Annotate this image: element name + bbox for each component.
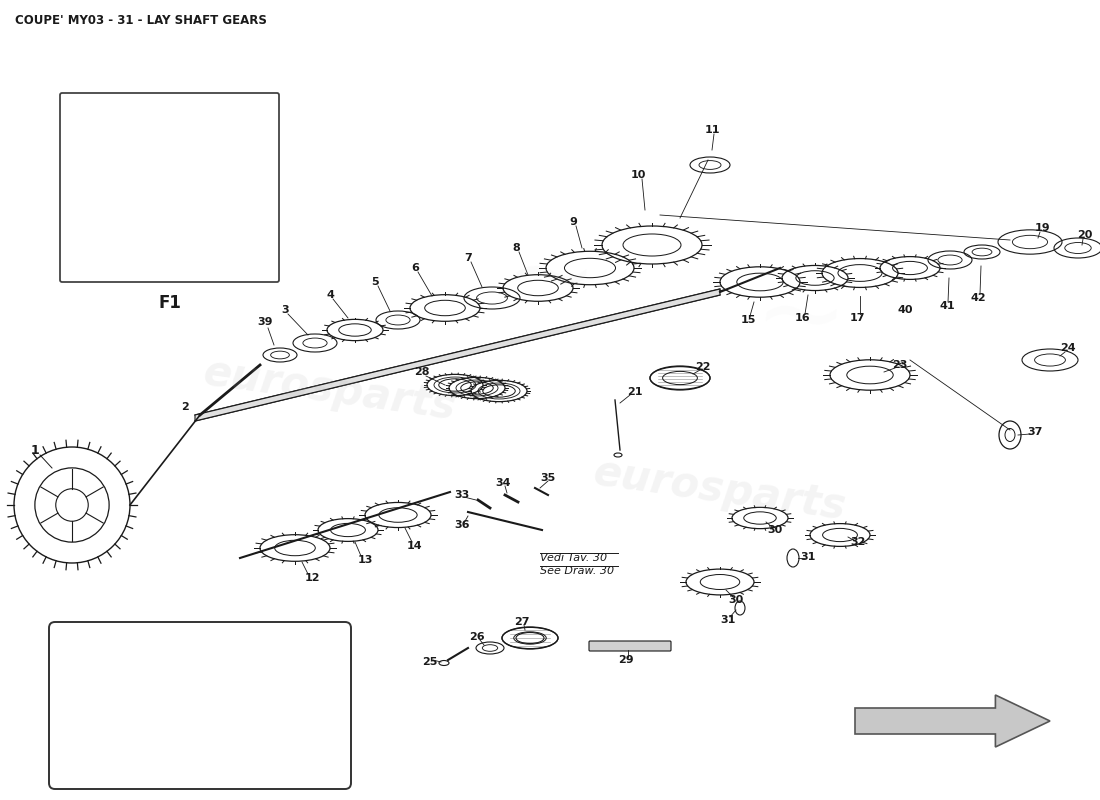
Text: 2: 2 [182,402,189,412]
Text: 24: 24 [1060,343,1076,353]
Text: 14: 14 [407,541,422,551]
Text: 17: 17 [849,313,865,323]
Text: eurosparts: eurosparts [201,351,459,429]
Polygon shape [855,695,1050,747]
Text: 7: 7 [464,253,472,263]
FancyBboxPatch shape [60,93,279,282]
Text: 29: 29 [618,655,634,665]
Text: N.B.: i particolari pos. 36 e 37
sono compresi rispettivamente
nelle pos. 28 e 2: N.B.: i particolari pos. 36 e 37 sono co… [104,646,295,686]
Text: 36: 36 [454,520,470,530]
Text: 23: 23 [892,360,907,370]
Text: ~: ~ [749,262,851,378]
Text: 4: 4 [326,290,334,300]
Text: 28: 28 [415,367,430,377]
Text: 41: 41 [939,301,955,311]
Text: NOTE: parts pos. 36 and 37 are
respectively also included
in parts pos. 28 and 2: NOTE: parts pos. 36 and 37 are respectiv… [118,710,282,750]
Text: 9: 9 [569,217,576,227]
Text: 40: 40 [898,305,913,315]
Text: 39: 39 [257,317,273,327]
Text: 30: 30 [728,595,744,605]
Text: 33: 33 [454,490,470,500]
Text: 30: 30 [768,525,782,535]
Text: 15: 15 [740,315,756,325]
Text: 37: 37 [1027,427,1043,437]
Text: 11: 11 [704,125,719,135]
Text: 31: 31 [720,615,736,625]
Text: 31: 31 [801,552,816,562]
Text: 18: 18 [112,210,126,220]
Text: 19: 19 [1035,223,1050,233]
Text: 22: 22 [695,362,711,372]
Text: ~: ~ [499,222,601,338]
Polygon shape [195,289,720,421]
Text: 16: 16 [794,313,810,323]
Text: 34: 34 [495,478,510,488]
Text: 35: 35 [540,473,556,483]
Text: 27: 27 [515,617,530,627]
Text: 1: 1 [31,443,40,457]
FancyBboxPatch shape [588,641,671,651]
Text: Vedi Tav. 30: Vedi Tav. 30 [540,553,607,563]
Text: 10: 10 [630,170,646,180]
Text: 25: 25 [422,657,438,667]
Text: 38: 38 [205,202,220,212]
Text: COUPE' MY03 - 31 - LAY SHAFT GEARS: COUPE' MY03 - 31 - LAY SHAFT GEARS [15,14,267,27]
Text: 21: 21 [627,387,642,397]
Text: 42: 42 [970,293,986,303]
Text: See Draw. 30: See Draw. 30 [540,566,614,576]
Text: 12: 12 [305,573,320,583]
Text: 13: 13 [358,555,373,565]
Text: 5: 5 [371,277,378,287]
FancyBboxPatch shape [50,622,351,789]
Text: 6: 6 [411,263,419,273]
Text: 8: 8 [513,243,520,253]
Text: 20: 20 [1077,230,1092,240]
Text: eurosparts: eurosparts [591,451,849,529]
Text: 32: 32 [850,537,866,547]
Text: F1: F1 [158,294,180,312]
Text: 3: 3 [282,305,289,315]
Text: 26: 26 [470,632,485,642]
